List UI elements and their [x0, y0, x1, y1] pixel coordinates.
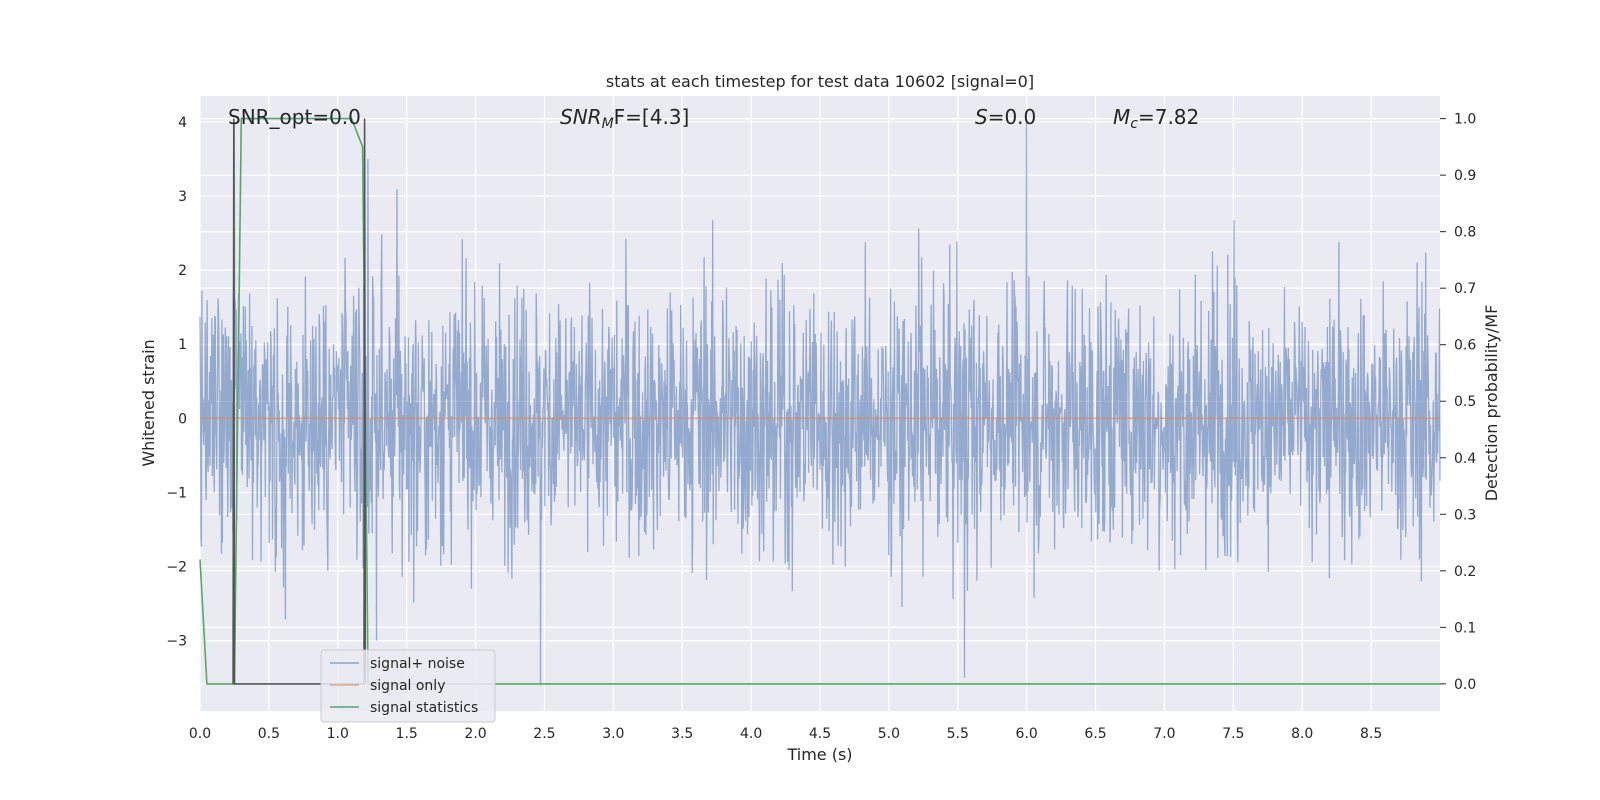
annotation-s-prefix: S: [975, 105, 988, 129]
y-tick-label-right: 0.8: [1454, 225, 1476, 241]
annotation-mc: Mc=7.82: [1113, 105, 1199, 132]
y-tick-label-left: −3: [166, 634, 187, 650]
legend-label-signal-statistics: signal statistics: [370, 700, 478, 716]
x-tick-label: 2.0: [464, 726, 486, 742]
y-tick-label-left: 4: [178, 115, 187, 131]
annotation-snr-mf-prefix: SNR: [560, 105, 602, 129]
x-tick-label: 3.5: [671, 726, 693, 742]
y-tick-label-right: 0.1: [1454, 620, 1476, 636]
x-tick-label: 8.5: [1360, 726, 1382, 742]
x-tick-label: 7.0: [1153, 726, 1175, 742]
annotation-s: S=0.0: [975, 105, 1036, 129]
legend-box: [320, 649, 496, 723]
x-tick-label: 4.5: [809, 726, 831, 742]
annotation-mc-sub: c: [1130, 116, 1138, 132]
annotation-snr-opt: SNR_opt=0.0: [228, 105, 361, 129]
y-axis-label-right: Detection probability/MF: [1482, 305, 1501, 502]
legend-label-signal-noise: signal+ noise: [370, 656, 465, 672]
y-tick-label-left: −1: [166, 485, 187, 501]
y-tick-label-right: 0.2: [1454, 564, 1476, 580]
x-tick-label: 0.5: [258, 726, 280, 742]
annotation-mc-prefix: M: [1113, 105, 1130, 129]
y-tick-label-left: 2: [178, 263, 187, 279]
x-tick-label: 2.5: [533, 726, 555, 742]
x-tick-label: 5.0: [878, 726, 900, 742]
y-tick-label-right: 0.3: [1454, 507, 1476, 523]
legend-label-signal-only: signal only: [370, 678, 445, 694]
chart-title: stats at each timestep for test data 106…: [606, 72, 1034, 91]
series-detection-marker: [232, 118, 367, 685]
y-tick-label-right: 0.4: [1454, 451, 1476, 467]
y-tick-label-right: 0.9: [1454, 168, 1476, 184]
ticks: 0.0 0.5 1.0 1.5 2.0 2.5 3.0 3.5 4.0 4.5 5.0 5.5 6.0 6…: [166, 112, 1476, 742]
signal-noise-series: [199, 121, 1441, 686]
y-tick-label-left: 1: [178, 337, 187, 353]
annotation-mc-suffix: =7.82: [1138, 105, 1199, 129]
y-tick-label-left: −2: [166, 560, 187, 576]
x-axis-label: Time (s): [786, 745, 852, 764]
legend: signal+ noise signal only signal statist…: [320, 649, 496, 723]
x-tick-label: 8.0: [1291, 726, 1313, 742]
x-tick-label: 1.5: [396, 726, 418, 742]
x-tick-label: 6.0: [1016, 726, 1038, 742]
x-tick-label: 7.5: [1222, 726, 1244, 742]
annotation-snr-mf-suffix: F=[4.3]: [614, 105, 690, 129]
y-tick-label-right: 0.5: [1454, 394, 1476, 410]
y-tick-label-left: 3: [178, 189, 187, 205]
annotation-snr-mf-sub: M: [602, 116, 614, 132]
x-tick-label: 3.0: [602, 726, 624, 742]
y-tick-label-right: 0.7: [1454, 281, 1476, 297]
y-tick-label-left: 0: [178, 411, 187, 427]
y-tick-label-right: 1.0: [1454, 112, 1476, 128]
x-tick-label: 1.0: [327, 726, 349, 742]
y-axis-label-left: Whitened strain: [139, 339, 158, 466]
y-tick-label-right: 0.6: [1454, 338, 1476, 354]
x-tick-label: 0.0: [189, 726, 211, 742]
x-tick-label: 4.0: [740, 726, 762, 742]
annotation-s-suffix: =0.0: [988, 105, 1037, 129]
series-signal-statistics: [199, 117, 1440, 685]
series-signal-noise: [199, 121, 1441, 686]
y-tick-label-right: 0.0: [1454, 677, 1476, 693]
line-series: [199, 117, 1440, 685]
x-tick-label: 6.5: [1084, 726, 1106, 742]
x-tick-label: 5.5: [947, 726, 969, 742]
annotation-snr-mf: SNRMF=[4.3]: [560, 105, 689, 132]
